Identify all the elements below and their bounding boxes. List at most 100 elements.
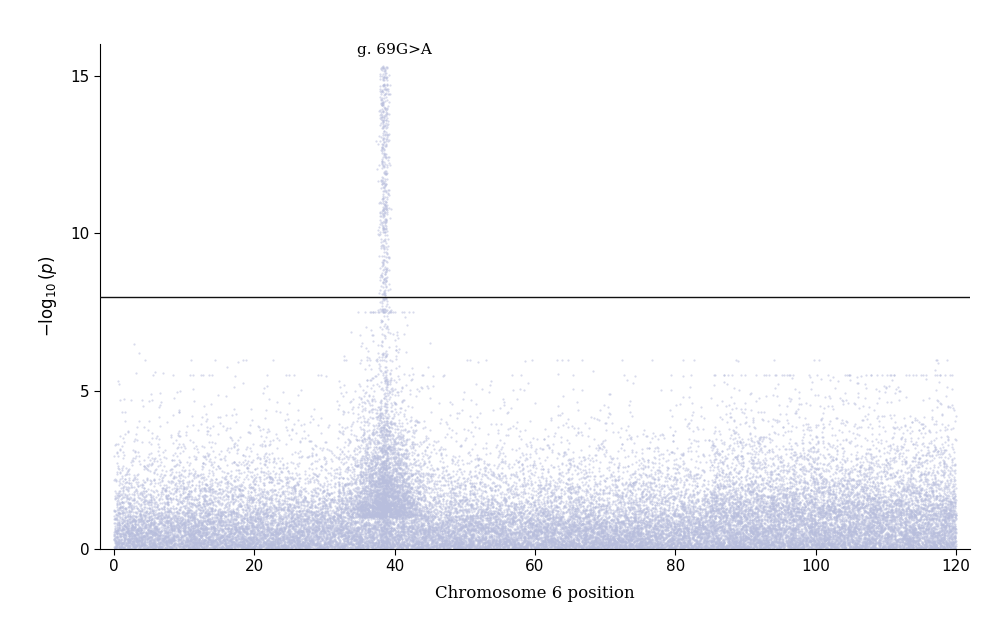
Point [903,535,919,545]
Point [168,521,184,531]
Point [831,510,847,520]
Point [706,462,722,472]
Point [779,540,795,550]
Point [379,374,395,384]
Point [828,535,844,545]
Point [273,543,289,553]
Point [361,510,377,521]
Point [697,517,713,528]
Point [902,521,918,531]
Point [378,84,394,94]
Point [743,536,759,546]
Point [329,539,345,549]
Point [263,510,279,520]
Point [342,528,358,538]
Point [362,466,378,476]
Point [539,496,555,506]
Point [132,543,148,553]
Point [786,481,802,491]
Point [131,531,147,541]
Point [289,540,305,550]
Point [637,469,653,480]
Point [583,497,599,507]
Point [149,524,165,534]
Point [303,459,319,469]
Point [525,539,541,549]
Point [598,516,614,526]
Point [905,370,921,380]
Point [758,534,774,544]
Point [150,508,166,518]
Point [209,519,225,529]
Point [372,509,388,519]
Point [113,489,129,499]
Point [906,498,922,508]
Point [835,532,851,542]
Point [365,541,381,551]
Point [135,538,151,548]
Point [314,444,330,454]
Point [203,537,219,547]
Point [382,539,398,549]
Point [766,514,782,524]
Point [332,526,348,536]
Point [382,542,398,552]
Point [725,513,741,523]
Point [312,527,328,537]
Point [799,483,815,493]
Point [585,522,601,532]
Point [262,510,278,521]
Point [460,535,476,545]
Point [819,485,835,495]
Point [299,506,315,516]
Point [367,517,383,528]
Point [710,499,726,509]
Point [733,476,749,486]
Point [583,533,599,543]
Point [405,495,421,505]
Point [210,508,226,518]
Point [835,536,851,546]
Point [125,524,141,534]
Point [175,446,191,456]
Point [666,541,682,551]
Point [757,441,773,451]
Point [725,495,741,505]
Point [411,542,427,552]
Point [720,471,736,481]
Point [711,535,727,545]
Point [566,526,582,536]
Point [353,355,369,365]
Point [381,151,397,162]
Point [852,457,868,468]
Point [920,533,936,543]
Point [762,519,778,529]
Point [491,526,507,536]
Point [861,539,877,549]
Point [568,541,584,551]
Point [147,507,163,517]
Point [322,494,338,504]
Point [188,528,204,538]
Point [809,518,825,528]
Point [499,509,515,519]
Point [407,507,423,517]
Point [436,540,452,550]
Point [360,438,376,448]
Point [910,539,926,549]
Point [378,505,394,515]
Point [804,506,820,516]
Point [371,131,387,141]
Point [564,469,580,479]
Point [787,535,803,545]
Point [804,534,820,544]
Point [297,466,313,476]
Point [198,505,214,516]
Point [580,471,596,481]
Point [640,506,656,516]
Point [424,500,440,510]
Point [382,462,398,472]
Point [232,540,248,550]
Point [819,535,835,545]
Point [779,415,795,425]
